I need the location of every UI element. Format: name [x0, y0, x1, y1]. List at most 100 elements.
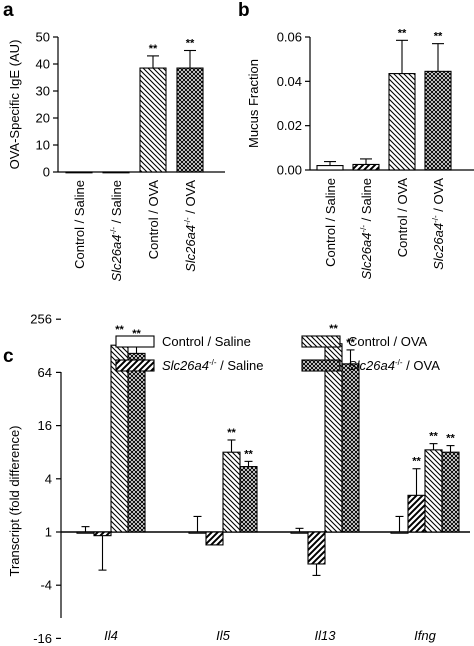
bar — [341, 363, 360, 533]
category-label: Control / OVA — [146, 180, 161, 260]
y-tick-label: 0.02 — [277, 118, 302, 133]
label-text: Control / Saline — [323, 178, 338, 267]
genotype-sup: -/- — [183, 217, 192, 225]
genotype-sup: -/- — [209, 358, 217, 367]
bar — [388, 73, 416, 171]
y-tick-label: 0.06 — [277, 30, 302, 45]
label-rest: / Saline — [359, 178, 374, 225]
panel-label-b: b — [238, 0, 250, 21]
significance-label: ** — [346, 337, 355, 349]
chart-b: 0.00 0.02 0.04 0.06 Mucus Fraction Control / … — [246, 27, 474, 280]
bar — [139, 67, 167, 173]
legend-label: Control / Saline — [162, 334, 251, 349]
label-rest: / OVA — [431, 178, 446, 216]
y-tick-label: 0.04 — [277, 74, 302, 89]
y-tick-label: 10 — [36, 138, 50, 153]
category-label: Slc26a4-/- / OVA — [183, 180, 198, 272]
gene-name: Slc26a4 — [183, 225, 198, 272]
gene-name: Slc26a4 — [431, 223, 446, 270]
bar — [424, 70, 452, 171]
genotype-sup: -/- — [109, 227, 118, 235]
legend-label: Slc26a4-/- / OVA — [348, 358, 440, 373]
bar — [352, 163, 380, 171]
y-tick-label: 0.00 — [277, 163, 302, 178]
significance-label: ** — [329, 323, 338, 335]
label-rest: / Saline — [217, 358, 264, 373]
gene-name: Slc26a4 — [359, 233, 374, 280]
label-rest: / Saline — [109, 180, 124, 227]
y-tick-label: 20 — [36, 111, 50, 126]
panel-label-a: a — [3, 0, 14, 21]
significance-label: ** — [412, 456, 421, 468]
bar — [110, 344, 129, 533]
legend-swatch — [115, 359, 155, 372]
bar — [324, 343, 343, 533]
bar — [76, 531, 95, 534]
label-text: Control / OVA — [395, 178, 410, 258]
y-tick-label: 50 — [36, 30, 50, 45]
category-label: Slc26a4-/- / Saline — [109, 180, 124, 282]
bar — [222, 451, 241, 533]
y-tick-label: 64 — [38, 365, 52, 380]
gene-name: Slc26a4 — [162, 358, 209, 373]
legend-name: Control / Saline — [162, 334, 251, 349]
category-label: Control / OVA — [395, 178, 410, 258]
y-tick-label: 30 — [36, 84, 50, 99]
y-tick-label: -16 — [33, 631, 52, 646]
legend-swatch — [115, 335, 155, 348]
category-label: Il4 — [104, 628, 118, 643]
bar — [176, 67, 204, 173]
category-label: Il5 — [216, 628, 231, 643]
category-label: Control / Saline — [323, 178, 338, 267]
significance-label: ** — [398, 27, 407, 39]
chart-c: -16 -4 1 4 16 64 256 Transcript (fold differenc… — [7, 312, 470, 646]
category-label: Il13 — [315, 628, 337, 643]
panel-label-c: c — [3, 346, 14, 367]
genotype-sup: -/- — [395, 358, 403, 367]
y-axis-label: OVA-Specific IgE (AU) — [7, 40, 22, 170]
bar — [290, 531, 309, 534]
bar — [127, 352, 146, 533]
bar — [424, 449, 443, 533]
bar — [93, 531, 112, 537]
category-label: Slc26a4-/- / OVA — [431, 178, 446, 270]
legend-name: Control / OVA — [348, 334, 428, 349]
label-rest: / OVA — [183, 180, 198, 218]
genotype-sup: -/- — [431, 215, 440, 223]
label-rest: / OVA — [403, 358, 441, 373]
bar — [65, 171, 93, 174]
legend-label: Slc26a4-/- / Saline — [162, 358, 264, 373]
legend-swatch — [301, 359, 341, 372]
y-tick-label: 4 — [45, 471, 52, 486]
y-tick-label: 0 — [43, 165, 50, 180]
bar — [188, 531, 207, 534]
significance-label: ** — [186, 38, 195, 50]
significance-label: ** — [149, 43, 158, 55]
significance-label: ** — [434, 31, 443, 43]
label-text: Control / Saline — [72, 180, 87, 269]
bar — [316, 165, 344, 171]
significance-label: ** — [244, 448, 253, 460]
significance-label: ** — [446, 433, 455, 445]
y-tick-label: -4 — [40, 578, 52, 593]
genotype-sup: -/- — [359, 225, 368, 233]
y-tick-label: 16 — [38, 418, 52, 433]
significance-label: ** — [132, 328, 141, 340]
significance-label: ** — [115, 324, 124, 336]
y-tick-label: 40 — [36, 57, 50, 72]
y-tick-label: 256 — [30, 312, 52, 327]
bar — [407, 494, 426, 533]
bar — [307, 531, 326, 565]
bar — [239, 466, 258, 533]
y-axis-label: Transcript (fold difference) — [7, 425, 22, 576]
gene-name: Slc26a4 — [109, 235, 124, 282]
gene-name: Slc26a4 — [348, 358, 395, 373]
label-text: Control / OVA — [146, 180, 161, 260]
category-label: Slc26a4-/- / Saline — [359, 178, 374, 280]
category-label: Control / Saline — [72, 180, 87, 269]
bar — [102, 171, 130, 174]
y-tick-label: 1 — [45, 525, 52, 540]
significance-label: ** — [429, 431, 438, 443]
